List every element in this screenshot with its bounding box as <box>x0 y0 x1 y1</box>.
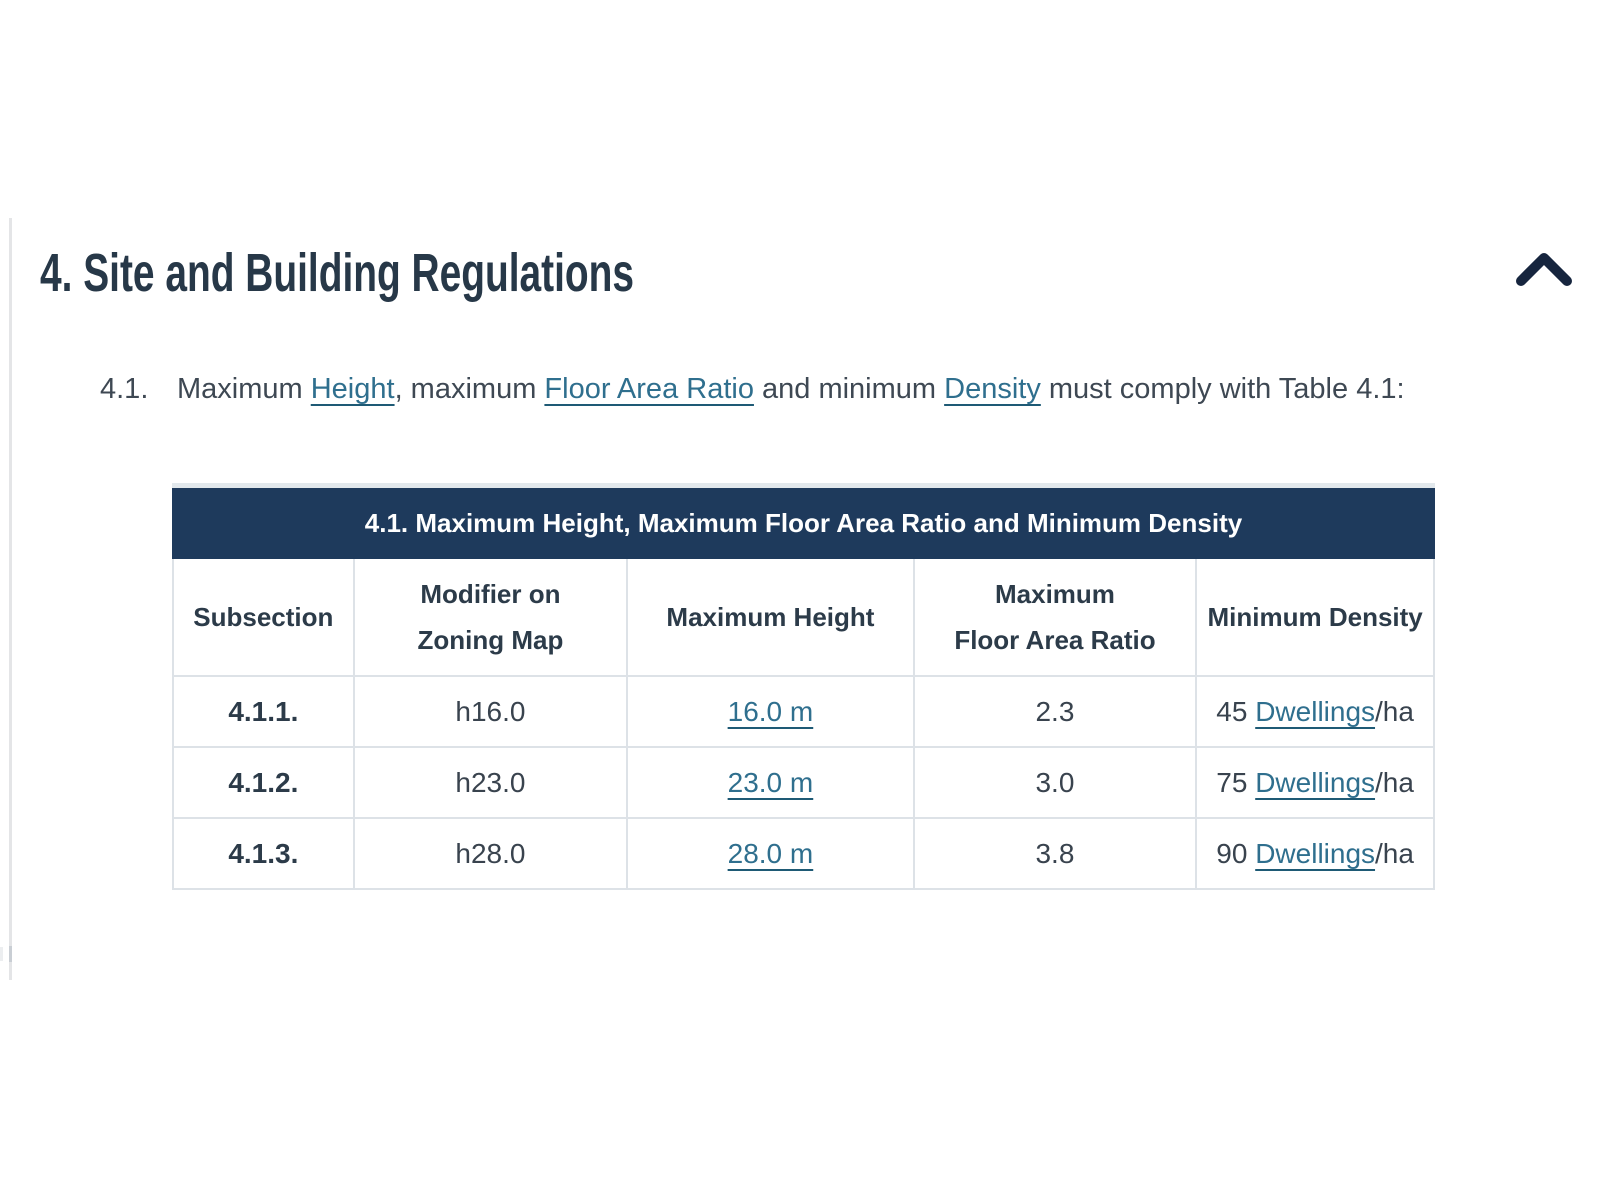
term-link-density[interactable]: Density <box>944 373 1041 405</box>
height-value-link[interactable]: 23.0 m <box>727 766 814 798</box>
column-header-min-density: Minimum Density <box>1195 559 1435 677</box>
section-heading: 4. Site and Building Regulations <box>40 244 1588 302</box>
clause-text-segment: must comply with Table 4.1: <box>1040 373 1405 405</box>
term-link-height[interactable]: Height <box>310 373 395 405</box>
cell-min-density: 90 Dwellings/ha <box>1195 817 1435 890</box>
cell-subsection: 4.1.2. <box>172 746 355 819</box>
clause-text: Maximum Height, maximum Floor Area Ratio… <box>177 369 1560 409</box>
cell-max-height: 28.0 m <box>626 817 915 890</box>
left-edge-mark <box>0 947 3 961</box>
section-left-rule <box>9 218 12 980</box>
section-left-rule-tick <box>9 946 12 962</box>
cell-modifier: h16.0 <box>352 675 629 748</box>
regulations-table: 4.1. Maximum Height, Maximum Floor Area … <box>172 483 1435 890</box>
section-heading-row: 4. Site and Building Regulations <box>40 244 1588 304</box>
dwellings-link[interactable]: Dwellings <box>1255 837 1376 869</box>
term-link-floor-area-ratio[interactable]: Floor Area Ratio <box>544 373 754 405</box>
collapse-section-button[interactable] <box>1514 246 1576 290</box>
clause-number: 4.1. <box>100 373 149 405</box>
section-heading-text: 4. Site and Building Regulations <box>40 243 635 303</box>
cell-max-height: 16.0 m <box>626 675 915 748</box>
column-header-subsection: Subsection <box>172 559 355 677</box>
cell-modifier: h23.0 <box>352 746 629 819</box>
chevron-up-icon <box>1514 247 1576 289</box>
dwellings-link[interactable]: Dwellings <box>1255 695 1376 727</box>
column-header-max-height: Maximum Height <box>626 559 915 677</box>
clause-4-1: 4.1. Maximum Height, maximum Floor Area … <box>100 369 1560 409</box>
clause-text-segment: , maximum <box>394 373 545 405</box>
dwellings-link[interactable]: Dwellings <box>1255 766 1376 798</box>
cell-max-height: 23.0 m <box>626 746 915 819</box>
table-row: 4.1.1. h16.0 16.0 m 2.3 45 Dwellings/ha <box>172 675 1435 748</box>
clause-text-segment: and minimum <box>753 373 945 405</box>
table-row: 4.1.2. h23.0 23.0 m 3.0 75 Dwellings/ha <box>172 746 1435 819</box>
column-header-max-far: Maximum Floor Area Ratio <box>912 559 1198 677</box>
cell-max-far: 3.0 <box>912 746 1198 819</box>
height-value-link[interactable]: 16.0 m <box>727 695 814 727</box>
cell-min-density: 45 Dwellings/ha <box>1195 675 1435 748</box>
cell-max-far: 3.8 <box>912 817 1198 890</box>
height-value-link[interactable]: 28.0 m <box>727 837 814 869</box>
table-header-row: Subsection Modifier on Zoning Map Maximum… <box>172 559 1435 677</box>
cell-max-far: 2.3 <box>912 675 1198 748</box>
column-header-modifier: Modifier on Zoning Map <box>352 559 629 677</box>
table-title: 4.1. Maximum Height, Maximum Floor Area … <box>172 488 1435 559</box>
cell-modifier: h28.0 <box>352 817 629 890</box>
clause-text-segment: Maximum <box>177 373 311 405</box>
cell-min-density: 75 Dwellings/ha <box>1195 746 1435 819</box>
table-row: 4.1.3. h28.0 28.0 m 3.8 90 Dwellings/ha <box>172 817 1435 890</box>
cell-subsection: 4.1.1. <box>172 675 355 748</box>
cell-subsection: 4.1.3. <box>172 817 355 890</box>
